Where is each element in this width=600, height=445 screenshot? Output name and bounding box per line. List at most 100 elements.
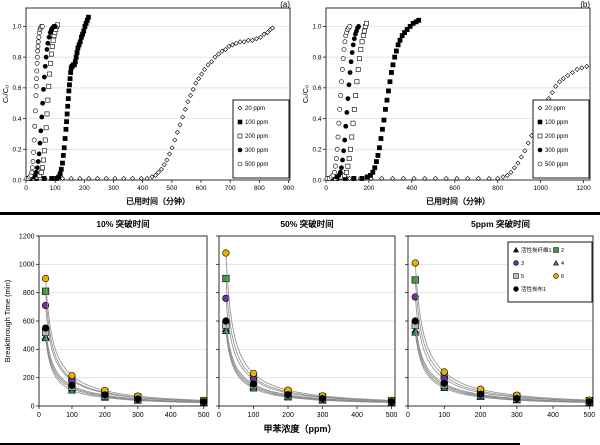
y-axis-label: Cₜ/C₀ (301, 85, 310, 103)
svg-text:1.0: 1.0 (312, 24, 321, 31)
svg-text:0: 0 (324, 185, 328, 192)
series-500 ppm (24, 24, 45, 181)
top-panel: (a) 0 100 200 300 400 500 600 700 800 900 0.0 0.2 0.… (0, 0, 600, 212)
y-axis-label: Breakthrough Time (min) (3, 279, 12, 362)
svg-text:400: 400 (165, 412, 177, 419)
legend-label: 20 ppm (545, 106, 565, 112)
svg-text:300: 300 (132, 412, 144, 419)
legend-label: 5 (521, 274, 524, 280)
y-axis-label: Cₜ/C₀ (1, 85, 10, 103)
legend-label: 20 ppm (245, 106, 265, 112)
chart-title: 50% 突破时间 (280, 219, 333, 229)
series-活性炭布1 (41, 324, 208, 406)
legend-label: 活性炭布1 (521, 285, 546, 293)
svg-text:0: 0 (217, 412, 221, 419)
svg-text:100: 100 (50, 185, 61, 192)
legend-label: 500 ppm (545, 162, 568, 168)
legend-label: 200 ppm (245, 134, 268, 140)
legend-label: 200 ppm (545, 134, 568, 140)
legend-label: 100 ppm (245, 120, 268, 126)
series-300 ppm (325, 24, 362, 181)
svg-text:1000: 1000 (19, 262, 35, 269)
chart-b-canvas: 0 200 400 600 800 1000 1200 0.0 0.2 0.4 0.6 0.8 1.0 已… (301, 7, 591, 206)
series-100 ppm (325, 17, 422, 181)
svg-text:800: 800 (254, 185, 265, 192)
trendline (414, 332, 590, 403)
series-3 (41, 301, 208, 405)
series-3 (222, 294, 396, 405)
svg-text:600: 600 (196, 185, 207, 192)
figure-bottom-border (0, 443, 520, 445)
svg-text:400: 400 (23, 347, 35, 354)
legend-label: 2 (561, 248, 564, 254)
axis-ticks: 0 100 200 300 400 500 (405, 235, 596, 419)
svg-text:400: 400 (547, 412, 559, 419)
bottom-x-axis-label: 甲苯浓度（ppm） (263, 424, 337, 434)
svg-text:100: 100 (438, 412, 450, 419)
plot-border (25, 7, 291, 181)
series-5 (222, 321, 396, 406)
svg-text:0.2: 0.2 (12, 147, 21, 154)
chart-title: 10% 突破时间 (96, 219, 149, 229)
svg-text:100: 100 (66, 412, 78, 419)
svg-text:200: 200 (282, 412, 294, 419)
plot-border (325, 7, 591, 181)
legend: 20 ppm 100 ppm 200 ppm 300 ppm 500 ppm (232, 99, 290, 179)
series-活性炭布1 (222, 317, 396, 406)
svg-text:0.4: 0.4 (312, 116, 321, 123)
svg-text:200: 200 (363, 185, 374, 192)
svg-text:600: 600 (449, 185, 460, 192)
panel-label-a: (a) (280, 0, 290, 9)
legend-label: 6 (561, 274, 564, 280)
legend-label: 100 ppm (545, 120, 568, 126)
axis-ticks: 0 100 200 300 400 500 (216, 235, 398, 419)
series-2 (222, 274, 396, 405)
series-5 (411, 321, 593, 406)
svg-text:300: 300 (108, 185, 119, 192)
svg-text:0.6: 0.6 (312, 85, 321, 92)
series-2 (41, 287, 208, 405)
legend-label: 3 (521, 261, 524, 267)
series-500 ppm (324, 24, 353, 181)
svg-text:0: 0 (31, 403, 35, 410)
gridlines (219, 235, 395, 379)
svg-text:500: 500 (166, 185, 177, 192)
svg-text:100: 100 (248, 412, 260, 419)
series-20 ppm (24, 25, 276, 181)
chart-a-canvas: 0 100 200 300 400 500 600 700 800 900 0.0 0.2 0.4 0.6… (1, 7, 294, 206)
axis-ticks: 0 100 200 300 400 500 0 200 400 600 800 1000 1200 (19, 233, 210, 419)
svg-text:200: 200 (79, 185, 90, 192)
svg-text:1.0: 1.0 (12, 24, 21, 31)
trendline (414, 330, 590, 403)
trendline (225, 330, 392, 403)
svg-text:500: 500 (386, 412, 398, 419)
svg-text:0.0: 0.0 (312, 177, 321, 184)
chart-a: (a) 0 100 200 300 400 500 600 700 800 900 0.0 0.2 0.… (0, 0, 300, 212)
svg-text:800: 800 (492, 185, 503, 192)
chart-50pct-canvas: 0 100 200 300 400 500 50% 突破时间 (216, 219, 398, 419)
svg-text:200: 200 (23, 375, 35, 382)
gridlines (39, 235, 207, 379)
svg-text:400: 400 (406, 185, 417, 192)
series-3 (411, 293, 593, 405)
legend-label: 300 ppm (245, 148, 268, 154)
svg-text:700: 700 (225, 185, 236, 192)
bottom-charts-row: 0 100 200 300 400 500 0 200 400 600 800 1000 1200 Bre… (0, 215, 600, 422)
legend: 活性炭纤维1 2 3 4 5 6 活性炭布1 (507, 241, 593, 303)
bottom-panel: 0 100 200 300 400 500 0 200 400 600 800 1000 1200 Bre… (0, 215, 600, 435)
chart-b: (b) 0 200 400 600 800 1000 1200 0.0 0.2 0.4 0.6 0.8… (300, 0, 600, 212)
panel-label-b: (b) (580, 0, 590, 9)
svg-text:1000: 1000 (533, 185, 548, 192)
svg-text:0.6: 0.6 (12, 85, 21, 92)
svg-text:0.2: 0.2 (312, 147, 321, 154)
svg-text:1200: 1200 (19, 233, 35, 240)
svg-text:0.8: 0.8 (312, 54, 321, 61)
svg-text:500: 500 (584, 412, 596, 419)
legend-label: 活性炭纤维1 (521, 246, 552, 254)
svg-text:300: 300 (511, 412, 523, 419)
svg-text:1200: 1200 (576, 185, 591, 192)
chart-title: 5ppm 突破时间 (471, 219, 530, 229)
legend-label: 300 ppm (545, 148, 568, 154)
